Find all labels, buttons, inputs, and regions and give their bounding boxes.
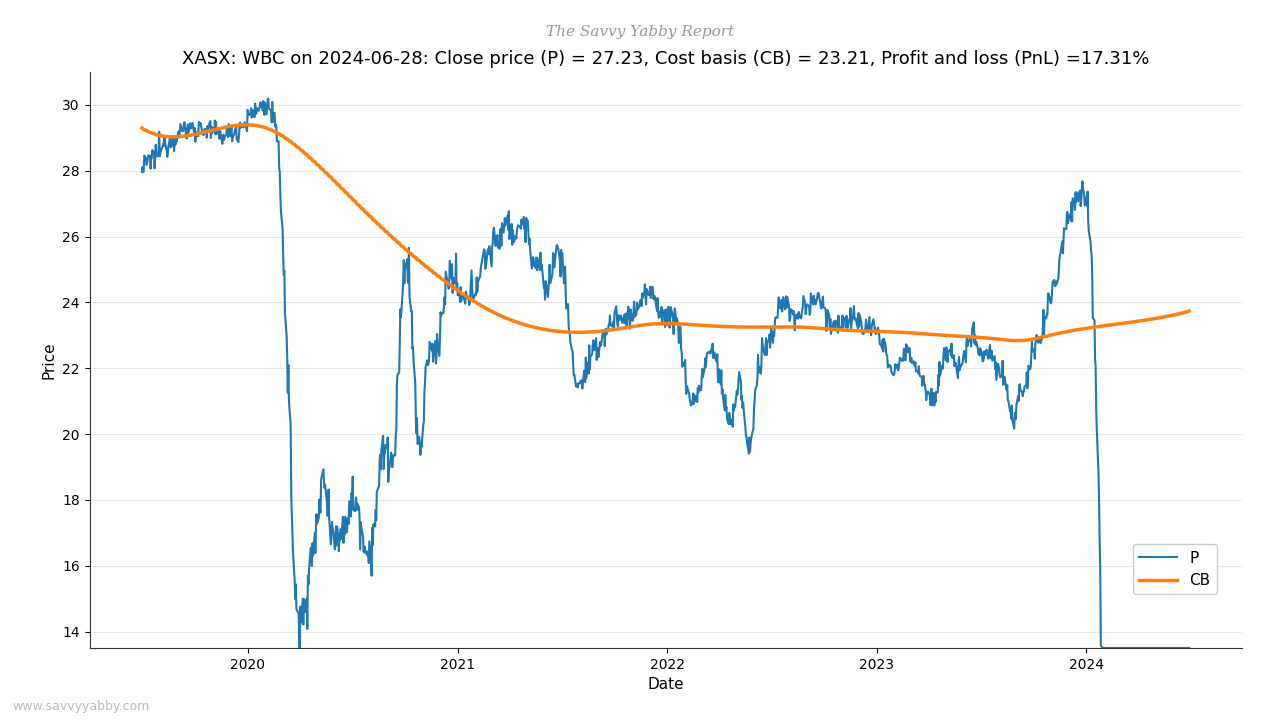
Title: XASX: WBC on 2024-06-28: Close price (P) = 27.23, Cost basis (CB) = 23.21, Profi: XASX: WBC on 2024-06-28: Close price (P)… bbox=[182, 50, 1149, 68]
Y-axis label: Price: Price bbox=[41, 341, 56, 379]
Text: www.savvyyabby.com: www.savvyyabby.com bbox=[13, 700, 150, 713]
Text: The Savvy Yabby Report: The Savvy Yabby Report bbox=[547, 25, 733, 39]
Line: CB: CB bbox=[142, 125, 1189, 341]
Line: P: P bbox=[142, 99, 1189, 648]
Legend: P, CB: P, CB bbox=[1133, 544, 1217, 594]
X-axis label: Date: Date bbox=[648, 678, 684, 692]
